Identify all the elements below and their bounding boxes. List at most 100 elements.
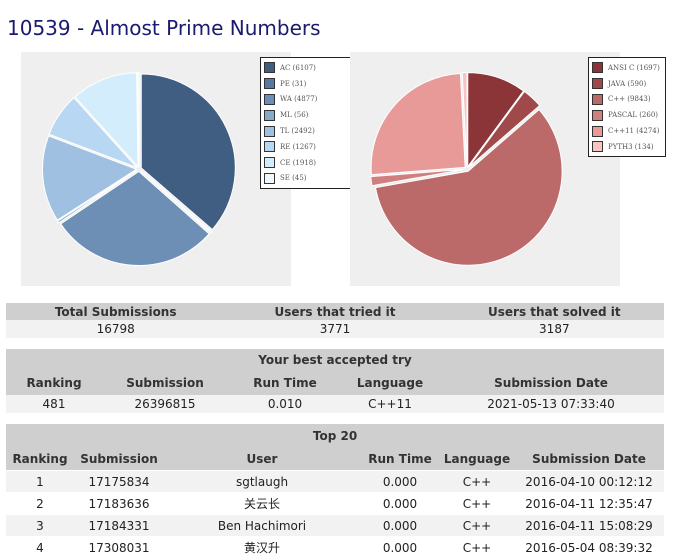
verdict-legend-label: TL (2492): [280, 127, 315, 135]
verdict-legend-swatch: [264, 126, 275, 137]
verdict-legend-item: TL (2492): [264, 123, 351, 139]
language-legend-item: PASCAL (260): [592, 107, 662, 123]
row-date: 2016-05-04 08:39:32: [514, 537, 664, 558]
row-date: 2016-04-10 00:12:12: [514, 471, 664, 493]
row-submission[interactable]: 17175834: [74, 471, 164, 493]
best-try-submission[interactable]: 26396815: [102, 395, 228, 413]
verdict-legend-swatch: [264, 141, 275, 152]
table-row: 3 17184331 Ben Hachimori 0.000 C++ 2016-…: [6, 515, 664, 537]
best-try-submission-header: Submission: [102, 371, 228, 395]
row-ranking: 1: [6, 471, 74, 493]
language-legend: ANSI C (1697) JAVA (590) C++ (9843) PASCAL …: [588, 57, 666, 157]
top20-ranking-header: Ranking: [6, 448, 74, 471]
verdict-legend-label: CE (1918): [280, 159, 316, 167]
verdict-legend-swatch: [264, 157, 275, 168]
top20-runtime-header: Run Time: [360, 448, 440, 471]
verdict-legend-item: ML (56): [264, 107, 351, 123]
best-try-language-header: Language: [342, 371, 438, 395]
verdict-legend-label: RE (1267): [280, 143, 316, 151]
table-row: 2 17183636 关云长 0.000 C++ 2016-04-11 12:3…: [6, 493, 664, 515]
best-try-title: Your best accepted try: [6, 349, 664, 371]
users-tried-value: 3771: [225, 320, 444, 338]
language-legend-item: C++ (9843): [592, 92, 662, 108]
row-ranking: 2: [6, 493, 74, 515]
row-date: 2016-04-11 15:08:29: [514, 515, 664, 537]
top20-language-header: Language: [440, 448, 514, 471]
best-try-ranking: 481: [6, 395, 102, 413]
language-legend-swatch: [592, 141, 603, 152]
verdict-legend-swatch: [264, 94, 275, 105]
verdict-legend-item: WA (4877): [264, 92, 351, 108]
best-try-table: Your best accepted try Ranking Submissio…: [6, 349, 664, 413]
verdict-legend: AC (6107) PE (31) WA (4877) ML (56) TL (2492…: [260, 57, 355, 189]
verdict-legend-swatch: [264, 173, 275, 184]
language-legend-item: PYTH3 (134): [592, 139, 662, 155]
best-try-runtime-header: Run Time: [228, 371, 342, 395]
verdict-legend-swatch: [264, 62, 275, 73]
verdict-legend-swatch: [264, 110, 275, 121]
language-legend-swatch: [592, 110, 603, 121]
language-legend-swatch: [592, 94, 603, 105]
best-try-date-header: Submission Date: [438, 371, 664, 395]
row-submission[interactable]: 17184331: [74, 515, 164, 537]
verdict-legend-item: CE (1918): [264, 155, 351, 171]
language-legend-swatch: [592, 126, 603, 137]
verdict-legend-label: ML (56): [280, 111, 308, 119]
language-legend-swatch: [592, 78, 603, 89]
row-runtime: 0.000: [360, 515, 440, 537]
row-ranking: 4: [6, 537, 74, 558]
top20-date-header: Submission Date: [514, 448, 664, 471]
verdict-legend-label: SE (45): [280, 174, 307, 182]
language-legend-item: C++11 (4274): [592, 123, 662, 139]
top20-table: Top 20 Ranking Submission User Run Time …: [6, 424, 664, 558]
language-chart-panel: ANSI C (1697)JAVA (590)C++ (9843)PASCAL …: [350, 52, 620, 286]
row-language: C++: [440, 471, 514, 493]
verdict-legend-item: AC (6107): [264, 60, 351, 76]
table-row: 1 17175834 sgtlaugh 0.000 C++ 2016-04-10…: [6, 471, 664, 493]
row-ranking: 3: [6, 515, 74, 537]
top20-user-header: User: [164, 448, 360, 471]
best-try-language: C++11: [342, 395, 438, 413]
submission-totals-table: Total Submissions Users that tried it Us…: [6, 303, 664, 338]
language-slice-c11: [371, 73, 465, 174]
users-solved-header: Users that solved it: [445, 303, 664, 320]
row-user-link[interactable]: 黄汉升: [164, 537, 360, 558]
row-user-link[interactable]: 关云长: [164, 493, 360, 515]
row-language: C++: [440, 515, 514, 537]
language-legend-label: C++ (9843): [608, 95, 651, 103]
language-legend-swatch: [592, 62, 603, 73]
row-submission[interactable]: 17308031: [74, 537, 164, 558]
verdict-legend-label: PE (31): [280, 80, 306, 88]
language-legend-label: PYTH3 (134): [608, 143, 654, 151]
verdict-legend-item: RE (1267): [264, 139, 351, 155]
language-legend-label: PASCAL (260): [608, 111, 658, 119]
verdict-legend-item: SE (45): [264, 171, 351, 187]
row-date: 2016-04-11 12:35:47: [514, 493, 664, 515]
row-runtime: 0.000: [360, 471, 440, 493]
language-pie-chart: [350, 52, 620, 286]
total-submissions-header: Total Submissions: [6, 303, 225, 320]
verdict-legend-label: AC (6107): [280, 64, 316, 72]
language-legend-label: JAVA (590): [608, 80, 646, 88]
row-user-link[interactable]: sgtlaugh: [164, 471, 360, 493]
total-submissions-value: 16798: [6, 320, 225, 338]
row-language: C++: [440, 493, 514, 515]
language-legend-item: ANSI C (1697): [592, 60, 662, 76]
row-runtime: 0.000: [360, 537, 440, 558]
best-try-runtime: 0.010: [228, 395, 342, 413]
best-try-date: 2021-05-13 07:33:40: [438, 395, 664, 413]
verdict-legend-label: WA (4877): [280, 95, 317, 103]
table-row: 4 17308031 黄汉升 0.000 C++ 2016-05-04 08:3…: [6, 537, 664, 558]
row-submission[interactable]: 17183636: [74, 493, 164, 515]
row-user-link[interactable]: Ben Hachimori: [164, 515, 360, 537]
verdict-legend-item: PE (31): [264, 76, 351, 92]
page-title: 10539 - Almost Prime Numbers: [7, 16, 321, 40]
row-language: C++: [440, 537, 514, 558]
users-tried-header: Users that tried it: [225, 303, 444, 320]
top20-title: Top 20: [6, 424, 664, 448]
row-runtime: 0.000: [360, 493, 440, 515]
language-legend-label: C++11 (4274): [608, 127, 660, 135]
verdict-legend-swatch: [264, 78, 275, 89]
users-solved-value: 3187: [445, 320, 664, 338]
verdict-pie-chart: [21, 52, 291, 286]
